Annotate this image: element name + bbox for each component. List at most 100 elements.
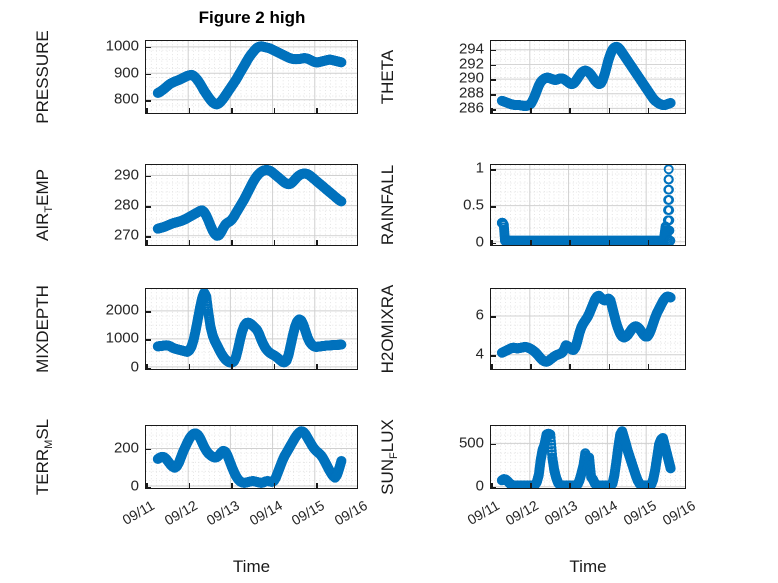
subplot-h2omixra <box>490 288 686 370</box>
y-tick-label: 292 <box>458 55 484 73</box>
y-label-text: SUNFLUX <box>378 419 400 495</box>
y-axis-label-terr-msl: TERRMSL <box>32 370 55 544</box>
y-tick-label: 270 <box>113 226 139 244</box>
x-tick-label: 09/11 <box>464 497 502 528</box>
y-tick-mark <box>146 311 151 313</box>
x-tick-label: 09/13 <box>542 497 581 529</box>
y-tick-mark <box>146 46 151 49</box>
y-tick-mark <box>491 169 496 171</box>
y-tick-mark <box>146 448 151 451</box>
x-tick-mark <box>491 240 493 245</box>
y-tick-mark <box>491 242 496 245</box>
y-tick-label: 500 <box>458 434 484 452</box>
subplot-mixdepth <box>145 288 358 370</box>
axes-box-pressure <box>145 40 358 114</box>
x-tick-mark <box>273 240 276 245</box>
y-tick-mark <box>146 175 151 178</box>
subplot-theta <box>490 40 686 114</box>
x-tick-mark <box>530 483 532 488</box>
x-tick-mark <box>357 108 358 113</box>
x-tick-mark <box>357 240 358 245</box>
x-tick-mark <box>685 108 686 113</box>
x-tick-mark <box>316 240 318 245</box>
y-tick-mark <box>491 206 496 208</box>
y-tick-mark <box>146 367 151 369</box>
x-tick-mark <box>569 364 571 369</box>
y-tick-mark <box>491 79 496 82</box>
y-tick-mark <box>491 316 496 318</box>
subplot-air-temp <box>145 164 358 246</box>
y-tick-label: 4 <box>475 345 484 363</box>
x-tick-mark <box>647 483 650 488</box>
y-tick-label: 200 <box>113 439 139 457</box>
major-grid <box>146 41 357 113</box>
x-tick-mark <box>491 364 493 369</box>
x-tick-mark <box>608 483 611 488</box>
x-tick-mark <box>188 108 191 113</box>
data-series-theta <box>491 41 685 113</box>
major-grid <box>146 165 357 245</box>
subplot-pressure <box>145 40 358 114</box>
subplot-sun-flux <box>490 425 686 489</box>
x-tick-mark <box>569 240 571 245</box>
x-tick-mark <box>146 240 148 245</box>
x-tick-mark <box>685 364 686 369</box>
x-tick-label: 09/12 <box>161 497 200 529</box>
x-tick-mark <box>316 483 318 488</box>
figure-title: Figure 2 high <box>198 8 306 27</box>
y-tick-label: 800 <box>113 90 139 108</box>
axes-box-terr-msl <box>145 425 358 489</box>
axes-box-mixdepth <box>145 288 358 370</box>
y-tick-mark <box>146 100 151 102</box>
x-tick-mark <box>273 483 276 488</box>
y-tick-label: 1000 <box>105 329 139 347</box>
data-series-sun-flux <box>491 426 685 488</box>
y-tick-mark <box>146 73 151 76</box>
data-series-rainfall <box>491 165 685 245</box>
x-tick-mark <box>188 240 191 245</box>
x-tick-mark <box>491 483 493 488</box>
x-tick-mark <box>608 108 611 113</box>
x-tick-label: 09/14 <box>246 497 285 529</box>
y-tick-label: 1000 <box>105 37 139 55</box>
x-tick-mark <box>146 483 148 488</box>
x-tick-label: 09/11 <box>119 497 157 528</box>
y-tick-label: 6 <box>475 306 484 324</box>
x-tick-label: 09/16 <box>659 497 698 529</box>
x-tick-mark <box>231 364 233 369</box>
axes-box-air-temp <box>145 164 358 246</box>
y-tick-mark <box>146 206 151 208</box>
y-tick-label: 280 <box>113 196 139 214</box>
y-tick-label: 0 <box>475 233 484 251</box>
x-tick-mark <box>569 108 571 113</box>
x-tick-mark <box>569 483 571 488</box>
x-tick-label: 09/16 <box>331 497 370 529</box>
data-series-h2omixra <box>491 289 685 369</box>
x-tick-mark <box>608 240 611 245</box>
axes-box-sun-flux <box>490 425 686 489</box>
y-tick-label: 0.5 <box>463 196 484 214</box>
y-tick-mark <box>491 49 496 52</box>
x-tick-mark <box>316 108 318 113</box>
y-tick-label: 286 <box>458 99 484 117</box>
y-tick-label: 290 <box>458 69 484 87</box>
y-tick-mark <box>146 486 151 488</box>
x-tick-mark <box>530 240 532 245</box>
y-tick-label: 2000 <box>105 301 139 319</box>
major-grid <box>146 289 357 369</box>
x-tick-mark <box>530 108 532 113</box>
y-tick-mark <box>491 64 496 67</box>
axes-box-theta <box>490 40 686 114</box>
data-series-terr-msl <box>146 426 357 488</box>
y-tick-label: 1 <box>475 159 484 177</box>
x-axis-label-terr-msl: Time <box>232 557 271 576</box>
x-tick-mark <box>357 483 358 488</box>
y-tick-label: 0 <box>130 358 139 376</box>
y-tick-mark <box>491 355 496 357</box>
x-tick-mark <box>685 240 686 245</box>
x-tick-mark <box>231 108 233 113</box>
x-tick-mark <box>647 364 650 369</box>
data-series-pressure <box>146 41 357 113</box>
y-tick-label: 290 <box>113 166 139 184</box>
